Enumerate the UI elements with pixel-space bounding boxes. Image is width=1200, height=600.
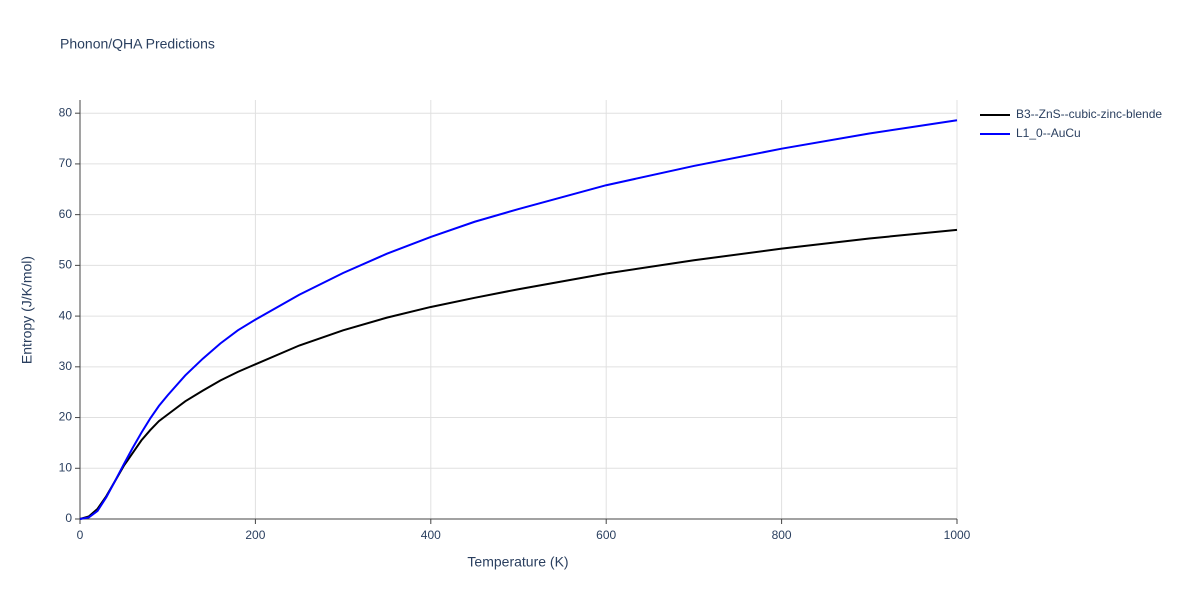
y-tick-label: 60 bbox=[59, 207, 73, 221]
series-line bbox=[79, 119, 958, 520]
y-tick-label: 70 bbox=[59, 156, 73, 170]
x-tick-label: 200 bbox=[245, 528, 265, 542]
y-axis-label: Entropy (J/K/mol) bbox=[19, 256, 35, 364]
y-tick-label: 10 bbox=[59, 460, 73, 474]
x-tick-label: 0 bbox=[77, 528, 84, 542]
legend-label: L1_0--AuCu bbox=[1016, 126, 1081, 140]
chart-title: Phonon/QHA Predictions bbox=[60, 36, 215, 52]
y-tick-label: 20 bbox=[59, 410, 73, 424]
y-tick-label: 30 bbox=[59, 359, 73, 373]
x-tick-label: 400 bbox=[421, 528, 441, 542]
y-tick-label: 0 bbox=[65, 511, 72, 525]
x-tick-label: 600 bbox=[596, 528, 616, 542]
y-tick-label: 80 bbox=[59, 105, 73, 119]
x-tick-label: 800 bbox=[772, 528, 792, 542]
x-tick-label: 1000 bbox=[944, 528, 971, 542]
y-tick-label: 50 bbox=[59, 258, 73, 272]
y-tick-label: 40 bbox=[59, 308, 73, 322]
series-line bbox=[79, 228, 958, 520]
x-axis-label: Temperature (K) bbox=[467, 554, 568, 570]
legend-label: B3--ZnS--cubic-zinc-blende bbox=[1016, 107, 1162, 121]
